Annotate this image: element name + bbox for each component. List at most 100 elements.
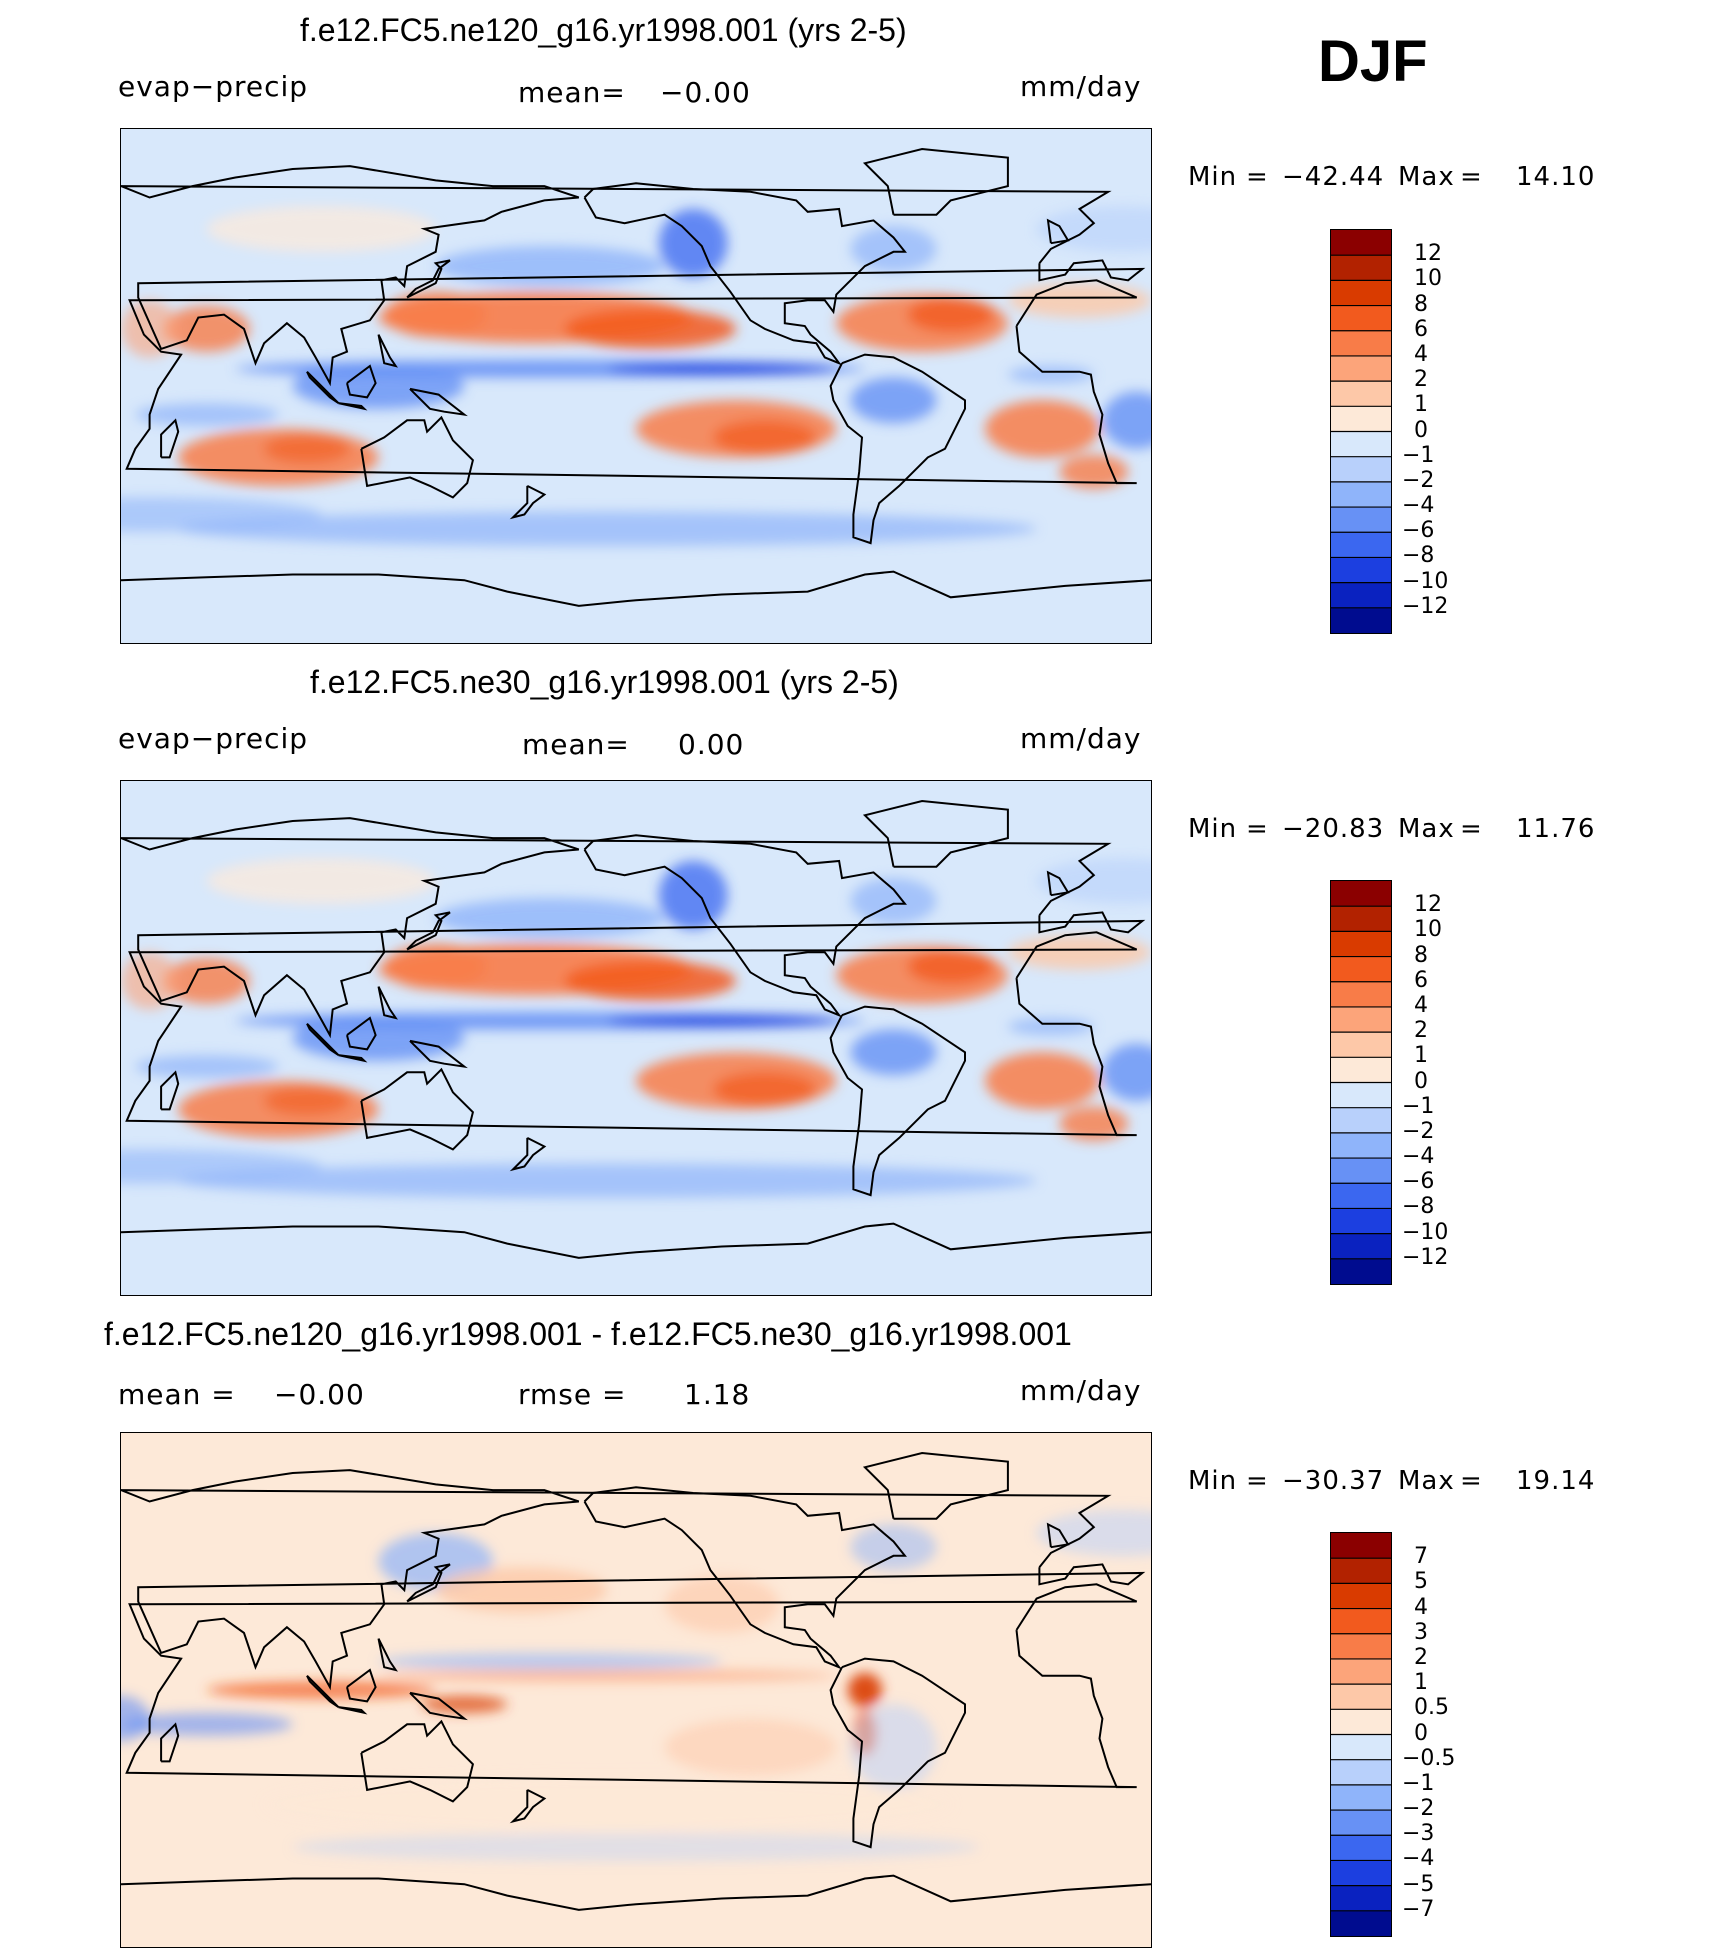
field-region <box>1007 1018 1094 1036</box>
panel-1-units: mm/day <box>1020 70 1142 103</box>
colorbar-bin <box>1331 906 1391 932</box>
coastline <box>583 1486 907 1670</box>
colorbar-bin <box>1331 1810 1391 1836</box>
panel-3-mean-value: −0.00 <box>274 1378 365 1411</box>
coastline <box>346 1668 377 1703</box>
colorbar-tick-label: −10 <box>1402 568 1449 594</box>
colorbar-bin <box>1331 1158 1391 1184</box>
coastline <box>1046 1522 1070 1549</box>
coastline <box>862 1451 1009 1520</box>
colorbar-bin <box>1331 1032 1391 1058</box>
coastline <box>160 418 180 459</box>
panel-2-max-value: 11.76 <box>1516 814 1596 844</box>
panel-1-title: f.e12.FC5.ne120_g16.yr1998.001 (yrs 2-5) <box>300 12 907 48</box>
coastline <box>121 817 1146 1039</box>
panel-2-mean-label: mean= <box>522 728 630 761</box>
coastline <box>306 1674 340 1708</box>
colorbar-bin <box>1331 1558 1391 1584</box>
colorbar-tick-label: 0.5 <box>1414 1695 1449 1721</box>
coastline <box>409 1691 468 1721</box>
panel-3-rmse-label: rmse = <box>518 1378 627 1411</box>
colorbar-bin <box>1331 1132 1391 1159</box>
coastline <box>406 911 451 951</box>
colorbar-bin <box>1331 1684 1391 1710</box>
field-region <box>847 1672 883 1708</box>
colorbar-bin <box>1331 981 1391 1008</box>
panel-1-max-label: Max <box>1398 162 1455 192</box>
colorbar-bin <box>1331 255 1391 281</box>
colorbar-tick-label: −4 <box>1402 493 1435 519</box>
colorbar-tick-label: 2 <box>1414 1018 1428 1044</box>
colorbar-tick-label: −0.5 <box>1402 1745 1456 1771</box>
coastline <box>509 1137 547 1172</box>
colorbar-tick-label: 2 <box>1414 1644 1428 1670</box>
colorbar-bin <box>1331 881 1391 907</box>
panel-1-max-value: 14.10 <box>1516 162 1596 192</box>
colorbar-bin <box>1331 1734 1391 1761</box>
colorbar-tick-label: −12 <box>1402 1244 1449 1270</box>
field-region <box>850 1029 937 1076</box>
colorbar-tick-label: −5 <box>1402 1871 1435 1897</box>
field-region <box>1059 1106 1129 1141</box>
colorbar-bin <box>1331 1910 1391 1936</box>
field-region <box>1059 454 1129 489</box>
coastline <box>409 1039 468 1069</box>
map-svg <box>121 781 1151 1295</box>
panel-1-mean-value: −0.00 <box>660 76 751 109</box>
coastline <box>583 182 907 366</box>
panel-2-variable: evap−precip <box>118 722 309 755</box>
colorbar-tick-label: 7 <box>1414 1544 1428 1570</box>
colorbar-tick-label: −1 <box>1402 1770 1435 1796</box>
colorbar-bin <box>1331 381 1391 407</box>
colorbar-bin <box>1331 532 1391 558</box>
field-region <box>985 400 1100 458</box>
panel-1-min-label: Min <box>1188 162 1238 192</box>
colorbar-bin <box>1331 305 1391 332</box>
colorbar-tick-label: 8 <box>1414 291 1428 317</box>
panel-1-variable: evap−precip <box>118 70 309 103</box>
panel-3-max-value: 19.14 <box>1516 1466 1596 1496</box>
colorbar-bin <box>1331 280 1391 307</box>
panel-2-min-eq: = <box>1246 814 1269 844</box>
panel-3-title: f.e12.FC5.ne120_g16.yr1998.001 - f.e12.F… <box>104 1316 1072 1352</box>
colorbar-tick-label: 1 <box>1414 1670 1428 1696</box>
field-region <box>435 1567 608 1613</box>
field-region <box>1007 366 1094 384</box>
season-label: DJF <box>1318 29 1428 94</box>
colorbar-tick-label: −4 <box>1402 1144 1435 1170</box>
field-region <box>121 1712 293 1736</box>
colorbar-bin <box>1331 1835 1391 1861</box>
coastline <box>121 570 1151 607</box>
field-region <box>264 1775 951 1833</box>
field-region <box>121 300 179 358</box>
field-region <box>607 1015 837 1027</box>
map-svg <box>121 1433 1151 1947</box>
colorbar-tick-label: 12 <box>1414 892 1442 918</box>
field-region <box>384 943 488 990</box>
coastline <box>862 147 1009 216</box>
field-region <box>121 497 322 532</box>
panel-3-map <box>120 1432 1152 1948</box>
colorbar-bin <box>1331 1583 1391 1610</box>
field-region <box>564 308 737 349</box>
coastline <box>121 1874 1151 1911</box>
field-region <box>658 860 728 930</box>
coastline <box>125 279 1138 485</box>
field-region <box>850 1704 937 1790</box>
field-region <box>178 1163 1037 1198</box>
colorbar-bin <box>1331 406 1391 432</box>
colorbar-tick-label: −7 <box>1402 1896 1435 1922</box>
colorbar-tick-label: −1 <box>1402 1093 1435 1119</box>
panel-1-min-value: −42.44 <box>1282 162 1385 192</box>
colorbar-tick-label: 4 <box>1414 1594 1428 1620</box>
panel-3-rmse-value: 1.18 <box>684 1378 751 1411</box>
panel-3-units: mm/day <box>1020 1374 1142 1407</box>
field-region <box>850 1524 937 1571</box>
field-region <box>121 1149 322 1184</box>
coastline <box>583 834 907 1018</box>
field-region <box>713 420 817 455</box>
colorbar-tick-label: 0 <box>1414 417 1428 443</box>
colorbar-tick-label: −10 <box>1402 1219 1449 1245</box>
coastline <box>1046 218 1070 245</box>
colorbar-bin <box>1331 1658 1391 1685</box>
